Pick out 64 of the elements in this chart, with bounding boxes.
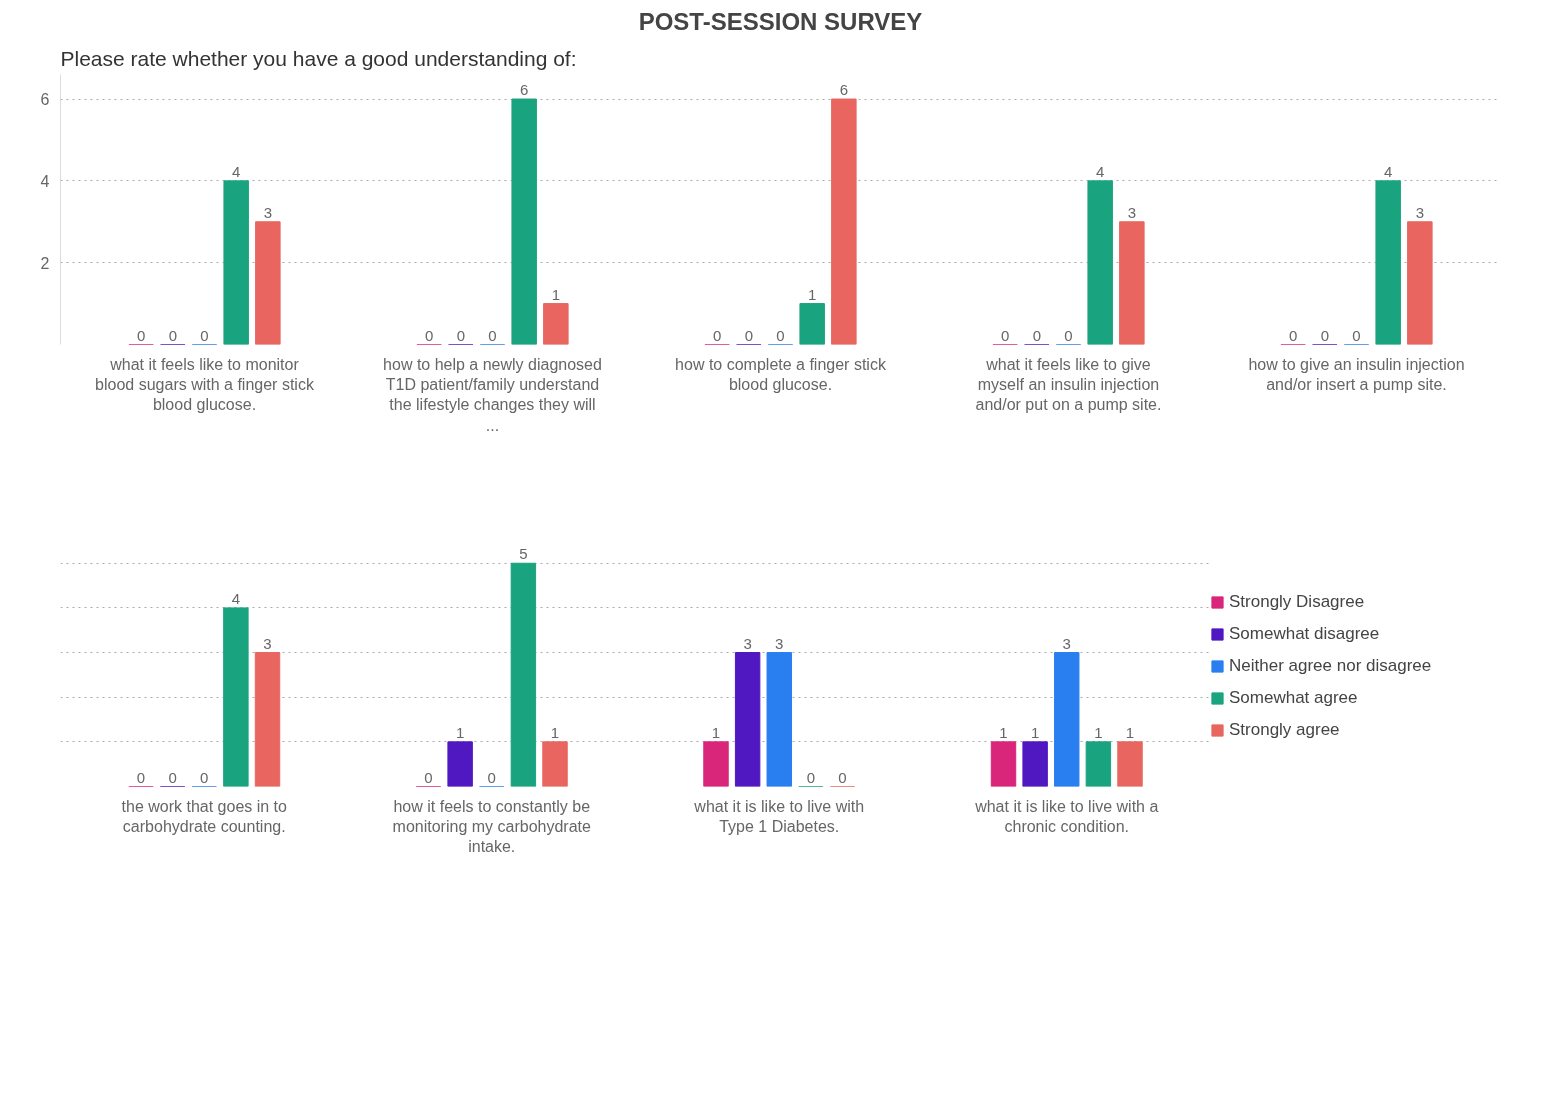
data-label: 0 (168, 326, 177, 344)
data-label: 0 (200, 326, 209, 344)
data-label: 0 (712, 326, 722, 344)
y-tick-label: 4 (40, 172, 50, 190)
data-label: 3 (1415, 203, 1425, 221)
data-label: 0 (488, 326, 497, 344)
data-label: 1 (550, 723, 560, 741)
y-tick-label: 6 (40, 91, 50, 109)
legend-label: Strongly agree (1229, 720, 1340, 740)
data-label: 1 (808, 285, 817, 303)
data-label: 0 (1064, 326, 1073, 344)
data-label: 0 (1288, 326, 1298, 344)
data-label: 0 (424, 768, 433, 786)
data-label: 5 (519, 545, 528, 563)
data-label: 0 (168, 768, 177, 786)
data-label: 0 (136, 326, 146, 344)
x-tick-label: what it is like to live with a chronic condition. (974, 797, 1159, 835)
data-label: 4 (232, 162, 241, 180)
chart-title: POST-SESSION SURVEY (638, 7, 923, 35)
data-label: 3 (1062, 634, 1071, 652)
data-label: 1 (1094, 723, 1103, 741)
data-label: 0 (487, 768, 496, 786)
legend-label: Neither agree nor disagree (1229, 656, 1432, 676)
data-label: 1 (1125, 723, 1135, 741)
chart-subtitle: Please rate whether you have a good understanding of: (60, 46, 577, 70)
data-label: 0 (1352, 326, 1361, 344)
x-tick-label: how to help a newly diagnosed T1D patient/family understand the lifestyle changes they will ... (383, 355, 602, 434)
data-label: 0 (776, 326, 785, 344)
data-label: 0 (744, 326, 753, 344)
data-label: 3 (1127, 203, 1137, 221)
data-label: 3 (775, 634, 784, 652)
data-label: 3 (743, 634, 752, 652)
data-label: 1 (711, 723, 721, 741)
data-label: 4 (1096, 162, 1105, 180)
data-label: 0 (456, 326, 465, 344)
x-tick-label: how to give an insulin injection and/or insert a pump site. (1248, 355, 1465, 393)
data-label: 1 (1030, 723, 1040, 741)
data-label: 6 (520, 81, 529, 99)
legend-label: Somewhat disagree (1229, 624, 1380, 644)
data-label: 3 (263, 203, 273, 221)
data-label: 6 (839, 81, 849, 99)
data-label: 0 (1320, 326, 1329, 344)
data-label: 0 (1032, 326, 1041, 344)
x-tick-label: the work that goes in to carbohydrate counting. (121, 797, 288, 835)
legend-label: Strongly Disagree (1229, 592, 1365, 612)
data-label: 0 (200, 768, 209, 786)
x-tick-label: what it feels like to give myself an insulin injection and/or put on a pump site. (975, 355, 1162, 414)
x-tick-label: what it feels like to monitor blood sugars with a finger stick blood glucose. (95, 355, 315, 414)
data-label: 4 (1384, 162, 1393, 180)
data-label: 0 (424, 326, 434, 344)
data-label: 3 (263, 634, 272, 652)
y-tick-label: 2 (40, 254, 50, 272)
data-label: 1 (551, 285, 561, 303)
x-tick-label: what it is like to live with Type 1 Diabetes. (693, 797, 865, 835)
data-label: 0 (838, 768, 847, 786)
data-label: 1 (455, 723, 465, 741)
data-label: 0 (806, 768, 816, 786)
data-label: 1 (999, 723, 1008, 741)
x-tick-label: how it feels to constantly be monitoring my carbohydrate intake. (392, 797, 592, 856)
data-label: 0 (1000, 326, 1010, 344)
data-label: 0 (136, 768, 146, 786)
legend-label: Somewhat agree (1229, 688, 1358, 708)
x-tick-label: how to complete a finger stick blood glucose. (675, 355, 887, 393)
data-label: 4 (231, 589, 241, 607)
